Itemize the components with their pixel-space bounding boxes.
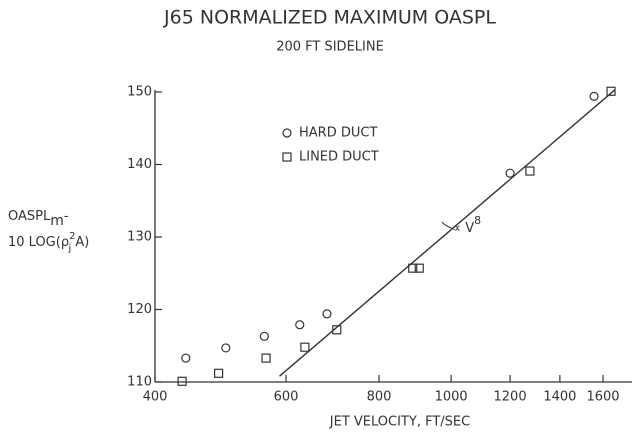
chart-title: J65 NORMALIZED MAXIMUM OASPL bbox=[163, 7, 496, 29]
y-label-sup: 2 bbox=[69, 231, 75, 242]
point bbox=[261, 353, 271, 363]
point bbox=[322, 309, 332, 319]
annotation: ∝ V8 bbox=[452, 214, 481, 236]
y-label-tail: - bbox=[64, 209, 69, 224]
x-tick-label: 800 bbox=[367, 390, 392, 405]
y-tick-label: 150 bbox=[127, 85, 152, 100]
point bbox=[332, 325, 342, 335]
point bbox=[505, 168, 515, 178]
x-axis-label: JET VELOCITY, FT/SEC bbox=[329, 415, 470, 430]
chart-subtitle: 200 FT SIDELINE bbox=[276, 40, 384, 55]
legend-label: LINED DUCT bbox=[299, 150, 379, 165]
point bbox=[295, 320, 305, 330]
x-tick-label: 1600 bbox=[586, 390, 619, 405]
x-tick-label: 400 bbox=[143, 390, 168, 405]
x-tick-label: 1200 bbox=[494, 390, 527, 405]
point bbox=[525, 166, 535, 176]
legend-marker bbox=[282, 128, 292, 138]
point bbox=[221, 343, 231, 353]
legend-marker bbox=[282, 152, 292, 162]
y-label-main: 10 LOG(ρ bbox=[8, 235, 69, 250]
y-axis-label: OASPLm- bbox=[8, 209, 69, 230]
fit-line bbox=[279, 89, 616, 377]
y-tick-label: 110 bbox=[127, 375, 152, 390]
point bbox=[408, 263, 418, 273]
y-label-tail: A) bbox=[71, 235, 89, 250]
annotation-sup: 8 bbox=[474, 214, 481, 227]
annotation-text: ∝ V bbox=[452, 221, 474, 236]
y-tick-label: 130 bbox=[127, 230, 152, 245]
x-tick-label: 600 bbox=[274, 390, 299, 405]
point bbox=[589, 91, 599, 101]
point bbox=[214, 368, 224, 378]
y-axis-label: 10 LOG(ρ2 j A) bbox=[8, 231, 89, 254]
annotation-leader bbox=[441, 221, 452, 229]
y-tick-label: 140 bbox=[127, 157, 152, 172]
x-tick-label: 1000 bbox=[435, 390, 468, 405]
point bbox=[300, 342, 310, 352]
point bbox=[414, 263, 424, 273]
y-tick-label: 120 bbox=[127, 302, 152, 317]
y-label-sub: j bbox=[67, 243, 71, 254]
point bbox=[177, 376, 187, 386]
x-tick-label: 1400 bbox=[543, 390, 576, 405]
point bbox=[606, 86, 616, 96]
legend-label: HARD DUCT bbox=[299, 126, 377, 141]
y-label-main: OASPL bbox=[8, 209, 51, 224]
point bbox=[259, 331, 269, 341]
point bbox=[181, 353, 191, 363]
y-label-sub: m bbox=[50, 213, 64, 229]
